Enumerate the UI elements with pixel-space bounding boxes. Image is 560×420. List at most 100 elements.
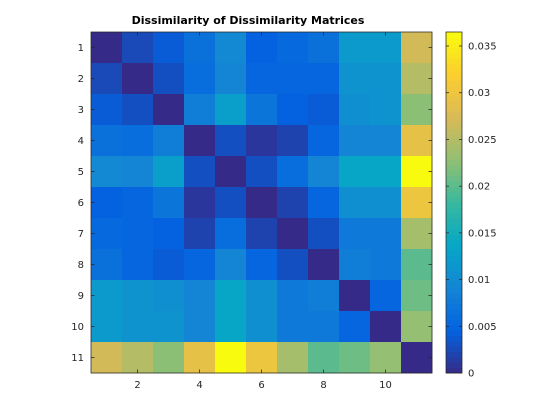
colorbar-band xyxy=(446,47,462,54)
heatmap-cell-r11-c10 xyxy=(370,342,402,374)
colorbar-band xyxy=(446,309,462,315)
heatmap-cell-r8-c9 xyxy=(339,249,371,281)
colorbar-band xyxy=(446,111,462,118)
heatmap-cell-r10-c10 xyxy=(370,311,402,343)
y-tick-label: 7 xyxy=(78,229,84,240)
colorbar-band xyxy=(446,165,462,171)
heatmap-cell-r3-c3 xyxy=(153,94,185,126)
colorbar-band xyxy=(446,341,462,347)
heatmap-cell-r11-c2 xyxy=(122,342,154,374)
heatmap-cell-r8-c7 xyxy=(277,249,309,281)
x-tick-label: 4 xyxy=(196,380,202,391)
heatmap-cell-r10-c11 xyxy=(401,311,433,343)
heatmap-cell-r3-c5 xyxy=(215,94,247,126)
colorbar-band xyxy=(446,106,462,113)
heatmap-cell-r7-c6 xyxy=(246,218,278,250)
chart-title: Dissimilarity of Dissimilarity Matrices xyxy=(132,14,365,27)
colorbar-frame xyxy=(445,31,463,374)
colorbar-tick-label: 0.025 xyxy=(468,135,497,146)
heatmap-cell-r5-c9 xyxy=(339,156,371,188)
heatmap-cell-r8-c5 xyxy=(215,249,247,281)
heatmap-cell-r2-c11 xyxy=(401,63,433,95)
heatmap-cell-r1-c2 xyxy=(122,32,154,64)
heatmap-cell-r4-c8 xyxy=(308,125,340,157)
colorbar-tick-label: 0.005 xyxy=(468,322,497,333)
heatmap-cell-r10-c8 xyxy=(308,311,340,343)
heatmap-cell-r5-c10 xyxy=(370,156,402,188)
heatmap-cell-r9-c4 xyxy=(184,280,216,312)
colorbar-tick-label: 0.03 xyxy=(468,88,490,99)
colorbar-band xyxy=(446,325,462,331)
colorbar-band xyxy=(446,127,462,134)
heatmap-cell-r4-c10 xyxy=(370,125,402,157)
heatmap-cell-r2-c3 xyxy=(153,63,185,95)
colorbar-band xyxy=(446,138,462,145)
colorbar-band xyxy=(446,319,462,326)
heatmap-cell-r2-c6 xyxy=(246,63,278,95)
heatmap-cell-r5-c11 xyxy=(401,156,433,188)
heatmap-cell-r2-c8 xyxy=(308,63,340,95)
colorbar-band xyxy=(446,181,462,187)
colorbar-band xyxy=(446,367,462,374)
colorbar-band xyxy=(446,202,462,209)
y-tick-label: 1 xyxy=(78,43,84,54)
heatmap-cell-r10-c7 xyxy=(277,311,309,343)
heatmap-cell-r3-c1 xyxy=(91,94,123,126)
heatmap-cell-r6-c9 xyxy=(339,187,371,219)
heatmap-cell-r8-c10 xyxy=(370,249,402,281)
heatmap-cell-r10-c9 xyxy=(339,311,371,343)
heatmap-cell-r7-c10 xyxy=(370,218,402,250)
y-tick-label: 11 xyxy=(71,353,84,364)
colorbar-band xyxy=(446,266,462,273)
colorbar-band xyxy=(446,133,462,139)
heatmap-cell-r8-c3 xyxy=(153,249,185,281)
colorbar-band xyxy=(446,207,462,214)
colorbar-band xyxy=(446,42,462,49)
colorbar-band xyxy=(446,154,462,161)
x-tick-label: 2 xyxy=(134,380,140,391)
heatmap-cell-r1-c3 xyxy=(153,32,185,64)
colorbar-band xyxy=(446,346,462,353)
colorbar-ticks: 0 0.005 0.01 0.015 0.02 0.025 0.03 0.035 xyxy=(446,42,497,380)
heatmap-cell-r5-c8 xyxy=(308,156,340,188)
colorbar-band xyxy=(446,330,462,337)
heatmap-cell-r3-c2 xyxy=(122,94,154,126)
heatmap-cell-r1-c9 xyxy=(339,32,371,64)
colorbar-band xyxy=(446,85,462,92)
heatmap-cell-r11-c6 xyxy=(246,342,278,374)
heatmap-cell-r4-c2 xyxy=(122,125,154,157)
heatmap-cell-r3-c8 xyxy=(308,94,340,126)
y-tick-label: 10 xyxy=(71,322,84,333)
colorbar-band xyxy=(446,69,462,76)
colorbar-band xyxy=(446,234,462,241)
colorbar-band xyxy=(446,250,462,257)
heatmap-cell-r9-c9 xyxy=(339,280,371,312)
heatmap-cell-r7-c9 xyxy=(339,218,371,250)
y-tick-label: 8 xyxy=(78,260,84,271)
colorbar-band xyxy=(446,271,462,278)
colorbar-band xyxy=(446,53,462,60)
heatmap-cell-r5-c7 xyxy=(277,156,309,188)
colorbar-band xyxy=(446,90,462,97)
heatmap-cell-r6-c10 xyxy=(370,187,402,219)
heatmap-cell-r5-c2 xyxy=(122,156,154,188)
heatmap-cell-r8-c8 xyxy=(308,249,340,281)
heatmap-cell-r7-c5 xyxy=(215,218,247,250)
colorbar-band xyxy=(446,335,462,342)
colorbar-band xyxy=(446,229,462,235)
colorbar-band xyxy=(446,218,462,225)
heatmap-cell-r4-c11 xyxy=(401,125,433,157)
heatmap-cell-r1-c11 xyxy=(401,32,433,64)
colorbar-band xyxy=(446,287,462,294)
heatmap-cell-r1-c1 xyxy=(91,32,123,64)
heatmap-cell-r6-c5 xyxy=(215,187,247,219)
colorbar-band xyxy=(446,32,462,38)
heatmap-cell-r1-c8 xyxy=(308,32,340,64)
colorbar-band xyxy=(446,314,462,321)
heatmap-cell-r4-c7 xyxy=(277,125,309,157)
heatmap-cell-r8-c4 xyxy=(184,249,216,281)
heatmap-cell-r4-c9 xyxy=(339,125,371,157)
colorbar-band xyxy=(446,191,462,198)
heatmap-cell-r2-c2 xyxy=(122,63,154,95)
heatmap-cell-r10-c5 xyxy=(215,311,247,343)
